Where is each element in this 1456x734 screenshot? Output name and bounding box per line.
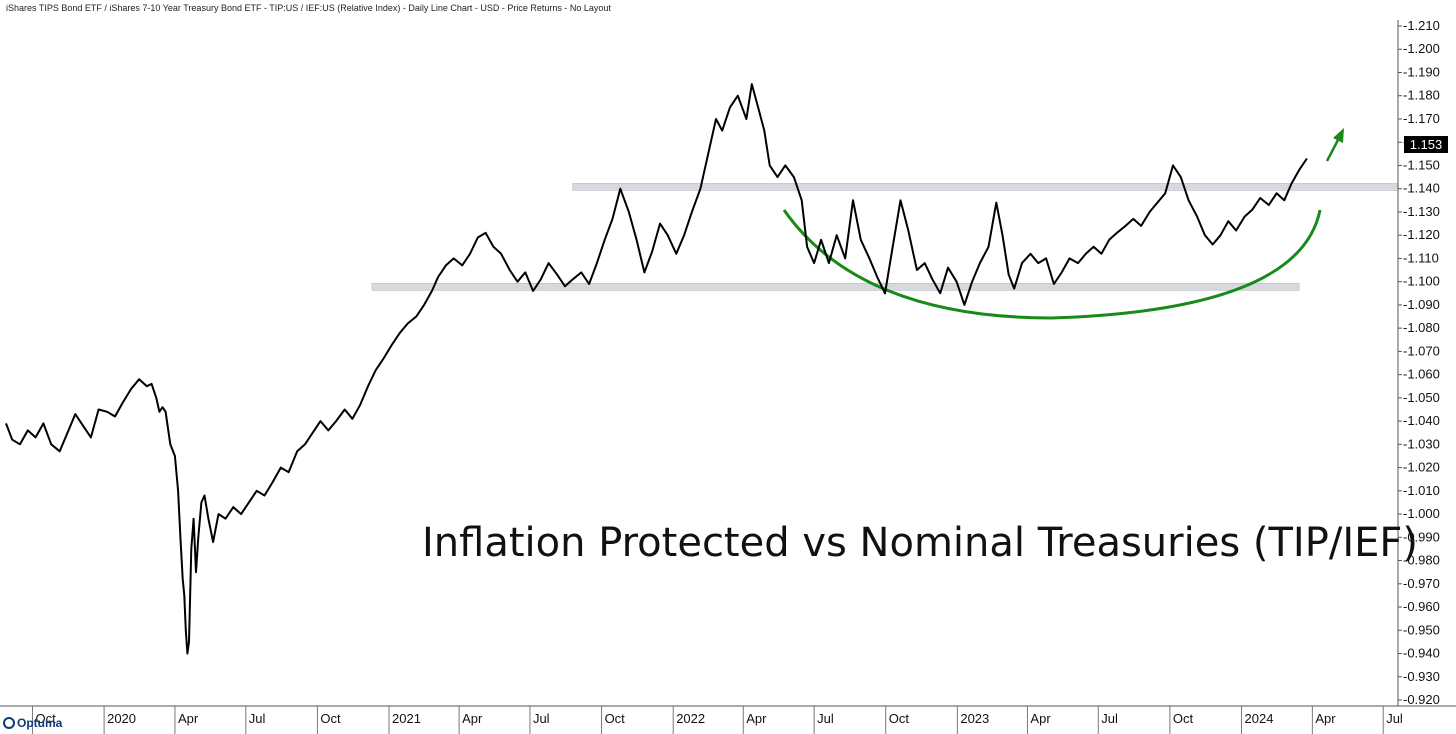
y-tick-label: -1.050 xyxy=(1403,390,1440,405)
x-tick-label: Jul xyxy=(817,711,834,726)
y-tick-label: -1.180 xyxy=(1403,88,1440,103)
x-tick-label: Oct xyxy=(1173,711,1194,726)
y-tick-label: -1.120 xyxy=(1403,227,1440,242)
y-tick-label: -0.980 xyxy=(1403,553,1440,568)
y-tick-label: -1.170 xyxy=(1403,111,1440,126)
x-tick-label: Jul xyxy=(1386,711,1403,726)
y-tick-label: -1.030 xyxy=(1403,436,1440,451)
x-tick-label: Oct xyxy=(889,711,910,726)
x-tick-label: 2020 xyxy=(107,711,136,726)
y-tick-label: -0.930 xyxy=(1403,669,1440,684)
y-tick-label: -1.130 xyxy=(1403,204,1440,219)
optuma-logo-text: Optuma xyxy=(17,716,63,730)
y-tick-label: -0.920 xyxy=(1403,692,1440,707)
y-tick-label: -1.010 xyxy=(1403,483,1440,498)
last-value-badge: 1.153 xyxy=(1404,136,1448,153)
chart-description: iShares TIPS Bond ETF / iShares 7-10 Yea… xyxy=(6,3,611,13)
y-tick-label: -1.090 xyxy=(1403,297,1440,312)
y-tick-label: -1.040 xyxy=(1403,413,1440,428)
x-tick-label: Jul xyxy=(249,711,266,726)
x-tick-label: 2021 xyxy=(392,711,421,726)
x-tick-label: Oct xyxy=(605,711,626,726)
x-tick-label: 2023 xyxy=(960,711,989,726)
rounding-bottom-arc xyxy=(782,209,1322,320)
x-tick-label: Apr xyxy=(178,711,199,726)
y-tick-label: -0.960 xyxy=(1403,599,1440,614)
y-tick-label: -1.110 xyxy=(1403,250,1439,265)
x-tick-label: Apr xyxy=(746,711,767,726)
y-tick-label: -0.990 xyxy=(1403,529,1440,544)
y-tick-label: -1.140 xyxy=(1403,181,1440,196)
up-arrow-icon xyxy=(1325,128,1344,162)
resistance-band-2 xyxy=(572,183,1399,191)
x-tick-label: Apr xyxy=(462,711,483,726)
y-tick-label: -1.190 xyxy=(1403,64,1440,79)
chart-annotation-title: Inflation Protected vs Nominal Treasurie… xyxy=(422,520,1418,566)
y-tick-label: -1.070 xyxy=(1403,343,1440,358)
x-axis: Oct 2020 Apr Jul Oct 2021 Apr Jul Oct 2022 Apr Jul O… xyxy=(0,705,1456,734)
y-tick-label: -0.940 xyxy=(1403,646,1440,661)
y-tick-label: -1.020 xyxy=(1403,460,1440,475)
x-tick-label: 2024 xyxy=(1245,711,1274,726)
y-tick-label: -1.210 xyxy=(1403,18,1440,33)
x-tick-label: Oct xyxy=(320,711,341,726)
y-tick-label: -0.970 xyxy=(1403,576,1440,591)
y-axis: -0.920 -0.930 -0.940 -0.950 -0.960 -0.970 -0.9… xyxy=(1397,18,1440,707)
y-tick-label: -1.080 xyxy=(1403,320,1440,335)
y-tick-label: -1.060 xyxy=(1403,367,1440,382)
y-tick-label: -1.150 xyxy=(1403,157,1440,172)
y-tick-label: -1.200 xyxy=(1403,41,1440,56)
last-value-label: 1.153 xyxy=(1410,137,1443,152)
x-tick-label: Apr xyxy=(1315,711,1336,726)
tip-ief-price-line xyxy=(5,83,1308,655)
y-tick-label: -1.100 xyxy=(1403,274,1440,289)
x-tick-label: 2022 xyxy=(676,711,705,726)
x-tick-label: Apr xyxy=(1030,711,1051,726)
x-tick-label: Jul xyxy=(533,711,550,726)
y-tick-label: -1.000 xyxy=(1403,506,1440,521)
resistance-bands xyxy=(371,183,1399,291)
y-tick-label: -0.950 xyxy=(1403,622,1440,637)
resistance-band-1 xyxy=(371,283,1300,291)
x-tick-label: Oct xyxy=(35,711,56,726)
x-tick-label: Jul xyxy=(1101,711,1118,726)
optuma-logo-icon xyxy=(3,717,15,729)
optuma-logo: Optuma xyxy=(3,714,62,732)
